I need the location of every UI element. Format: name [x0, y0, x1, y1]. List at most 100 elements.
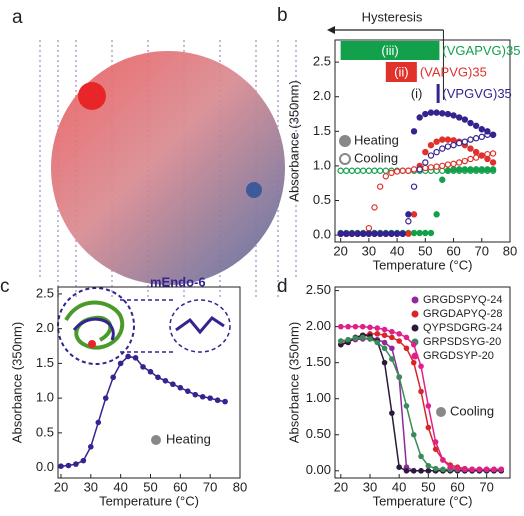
x-tick-label: 40 — [390, 243, 404, 258]
cooling-point — [388, 169, 395, 177]
y-tick-label: 2.0 — [313, 88, 331, 103]
x-tick-label: 40 — [113, 479, 127, 494]
panel-label: d — [277, 276, 288, 297]
point — [338, 338, 344, 344]
cooling-point — [354, 167, 361, 174]
panel-label: a — [12, 7, 23, 28]
point — [410, 341, 417, 348]
point — [403, 334, 410, 341]
heating-point — [455, 114, 463, 121]
point — [440, 466, 446, 473]
heating-point — [405, 211, 412, 218]
heating-point — [478, 166, 485, 173]
cooling-point — [439, 145, 446, 152]
legend-marker — [436, 407, 446, 417]
point — [147, 368, 154, 375]
sphere — [51, 51, 285, 285]
x-tick-label: 60 — [450, 479, 464, 494]
heating-point — [416, 114, 423, 121]
heating-point — [450, 112, 457, 119]
x-tick-label: 70 — [475, 243, 489, 258]
point — [338, 323, 344, 330]
panel-label: c — [0, 276, 10, 297]
heating-point — [467, 119, 474, 127]
cooling-point — [365, 224, 373, 232]
heating-point — [467, 166, 474, 173]
heating-point — [489, 131, 497, 138]
heating-point — [348, 230, 356, 237]
series-name: (VPGVG)35 — [442, 86, 511, 101]
series-line — [60, 355, 226, 467]
cooling-point — [455, 159, 463, 166]
y-tick-label: 0.5 — [313, 192, 331, 207]
heating-point — [439, 110, 446, 117]
heating-point — [422, 148, 429, 156]
x-tick-label: 20 — [333, 243, 347, 258]
point — [199, 393, 206, 400]
point — [418, 388, 424, 395]
heating-point — [410, 128, 418, 135]
heating-point — [427, 109, 435, 116]
heating-point — [472, 148, 480, 156]
y-tick-label: 0.50 — [306, 426, 331, 441]
point — [374, 325, 381, 331]
point — [425, 424, 432, 431]
point — [207, 395, 213, 401]
cooling-point — [461, 138, 469, 145]
heating-point — [433, 138, 440, 145]
y-tick-label: 0.5 — [36, 424, 54, 439]
cooling-point — [489, 150, 497, 157]
x-tick-label: 70 — [479, 479, 493, 494]
heating-point — [467, 145, 474, 152]
cooling-point — [365, 167, 373, 174]
point — [403, 467, 410, 474]
point — [389, 334, 395, 341]
heating-point — [399, 230, 406, 237]
heating-point — [393, 230, 401, 237]
heating-point — [382, 230, 390, 237]
heating-point — [439, 176, 446, 183]
point — [418, 363, 424, 370]
heating-point — [444, 167, 452, 174]
cooling-point — [422, 164, 429, 172]
point — [132, 355, 139, 361]
heating-point — [376, 230, 384, 237]
point — [162, 377, 169, 384]
point — [140, 364, 146, 370]
cooling-point — [427, 152, 435, 159]
heating-point — [410, 229, 418, 237]
x-axis-label: Temperature (°C) — [373, 257, 473, 272]
cooling-point — [461, 157, 469, 165]
x-tick-label: 70 — [203, 479, 217, 494]
legend-label: Heating — [354, 132, 399, 147]
point — [95, 419, 102, 426]
point — [352, 323, 359, 330]
heating-point — [422, 110, 429, 118]
series-line — [340, 325, 502, 471]
legend-marker — [151, 435, 161, 445]
hysteresis-bar — [385, 62, 417, 82]
point — [389, 345, 395, 352]
cooling-point — [439, 162, 446, 170]
point — [65, 462, 72, 469]
cooling-point — [371, 204, 378, 211]
x-tick-label: 30 — [84, 479, 98, 494]
cooling-point — [472, 154, 480, 161]
y-tick-label: 1.5 — [313, 123, 331, 138]
plot-frame — [57, 286, 241, 479]
legend-marker — [411, 324, 419, 332]
legend-marker — [411, 296, 419, 304]
x-tick-label: 60 — [446, 243, 460, 258]
legend-label: QYPSDGRG-24 — [423, 322, 502, 334]
legend-marker — [339, 153, 351, 165]
heating-point — [433, 211, 440, 218]
point — [184, 388, 191, 394]
point — [374, 339, 381, 346]
heating-point — [489, 159, 497, 166]
cooling-point — [467, 136, 474, 143]
point — [352, 335, 359, 341]
y-tick-label: 1.00 — [306, 390, 331, 405]
y-tick-label: 2.00 — [306, 318, 331, 333]
legend-label: GRGDSYP-20 — [423, 350, 494, 362]
